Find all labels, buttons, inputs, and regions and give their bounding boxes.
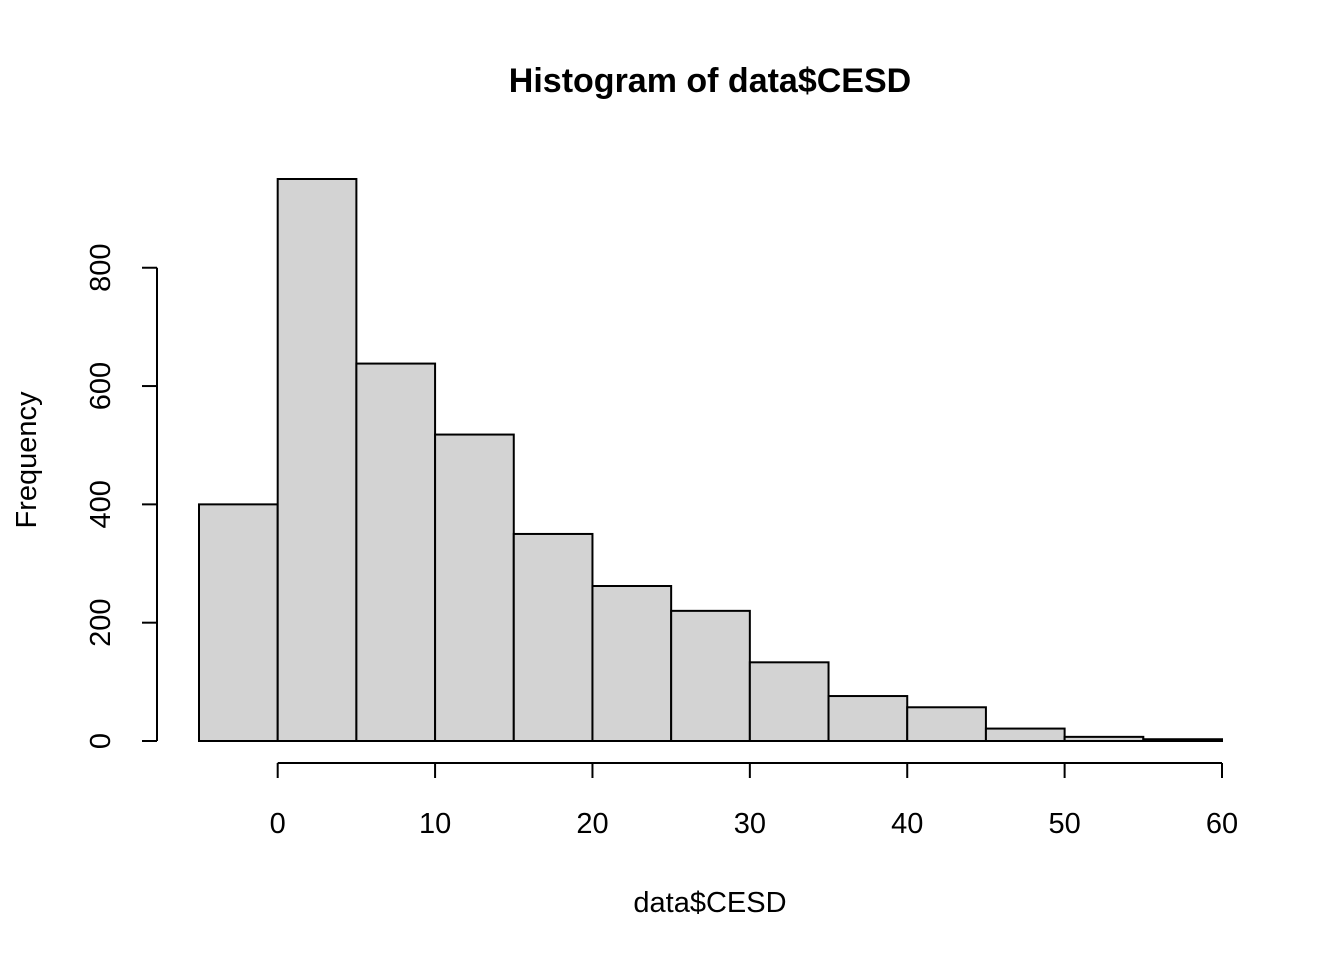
y-tick-label: 600 — [85, 362, 117, 410]
chart-title: Histogram of data$CESD — [509, 62, 911, 100]
x-tick-label: 40 — [891, 808, 923, 840]
histogram-bar — [512, 532, 594, 743]
y-axis-label: Frequency — [11, 391, 43, 529]
x-tick-label: 20 — [576, 808, 608, 840]
histogram-bar — [670, 609, 751, 743]
x-tick-label: 30 — [734, 808, 766, 840]
y-tick-label: 800 — [85, 244, 117, 292]
y-tick-label: 0 — [85, 733, 117, 749]
histogram-bar — [984, 727, 1066, 743]
bars-group — [198, 178, 1224, 743]
x-tick-label: 10 — [419, 808, 451, 840]
y-axis: 0 200 400 600 800 — [85, 244, 158, 749]
histogram-bar — [276, 178, 358, 742]
histogram-bar — [906, 706, 987, 743]
x-axis-label: data$CESD — [633, 887, 786, 919]
x-tick-label: 50 — [1048, 808, 1080, 840]
histogram-bar — [827, 695, 909, 742]
histogram-bar — [434, 433, 515, 742]
y-tick-label: 200 — [85, 598, 117, 646]
y-tick-label: 400 — [85, 480, 117, 528]
histogram-bar — [1142, 738, 1224, 743]
x-axis: 0 10 20 30 40 50 60 — [270, 762, 1238, 840]
x-tick-label: 60 — [1206, 808, 1238, 840]
histogram-bar — [355, 362, 437, 742]
histogram-bar — [748, 661, 830, 743]
histogram-bar — [198, 503, 279, 742]
histogram-bar — [1063, 735, 1145, 743]
x-tick-label: 0 — [270, 808, 286, 840]
histogram-bar — [591, 585, 673, 742]
